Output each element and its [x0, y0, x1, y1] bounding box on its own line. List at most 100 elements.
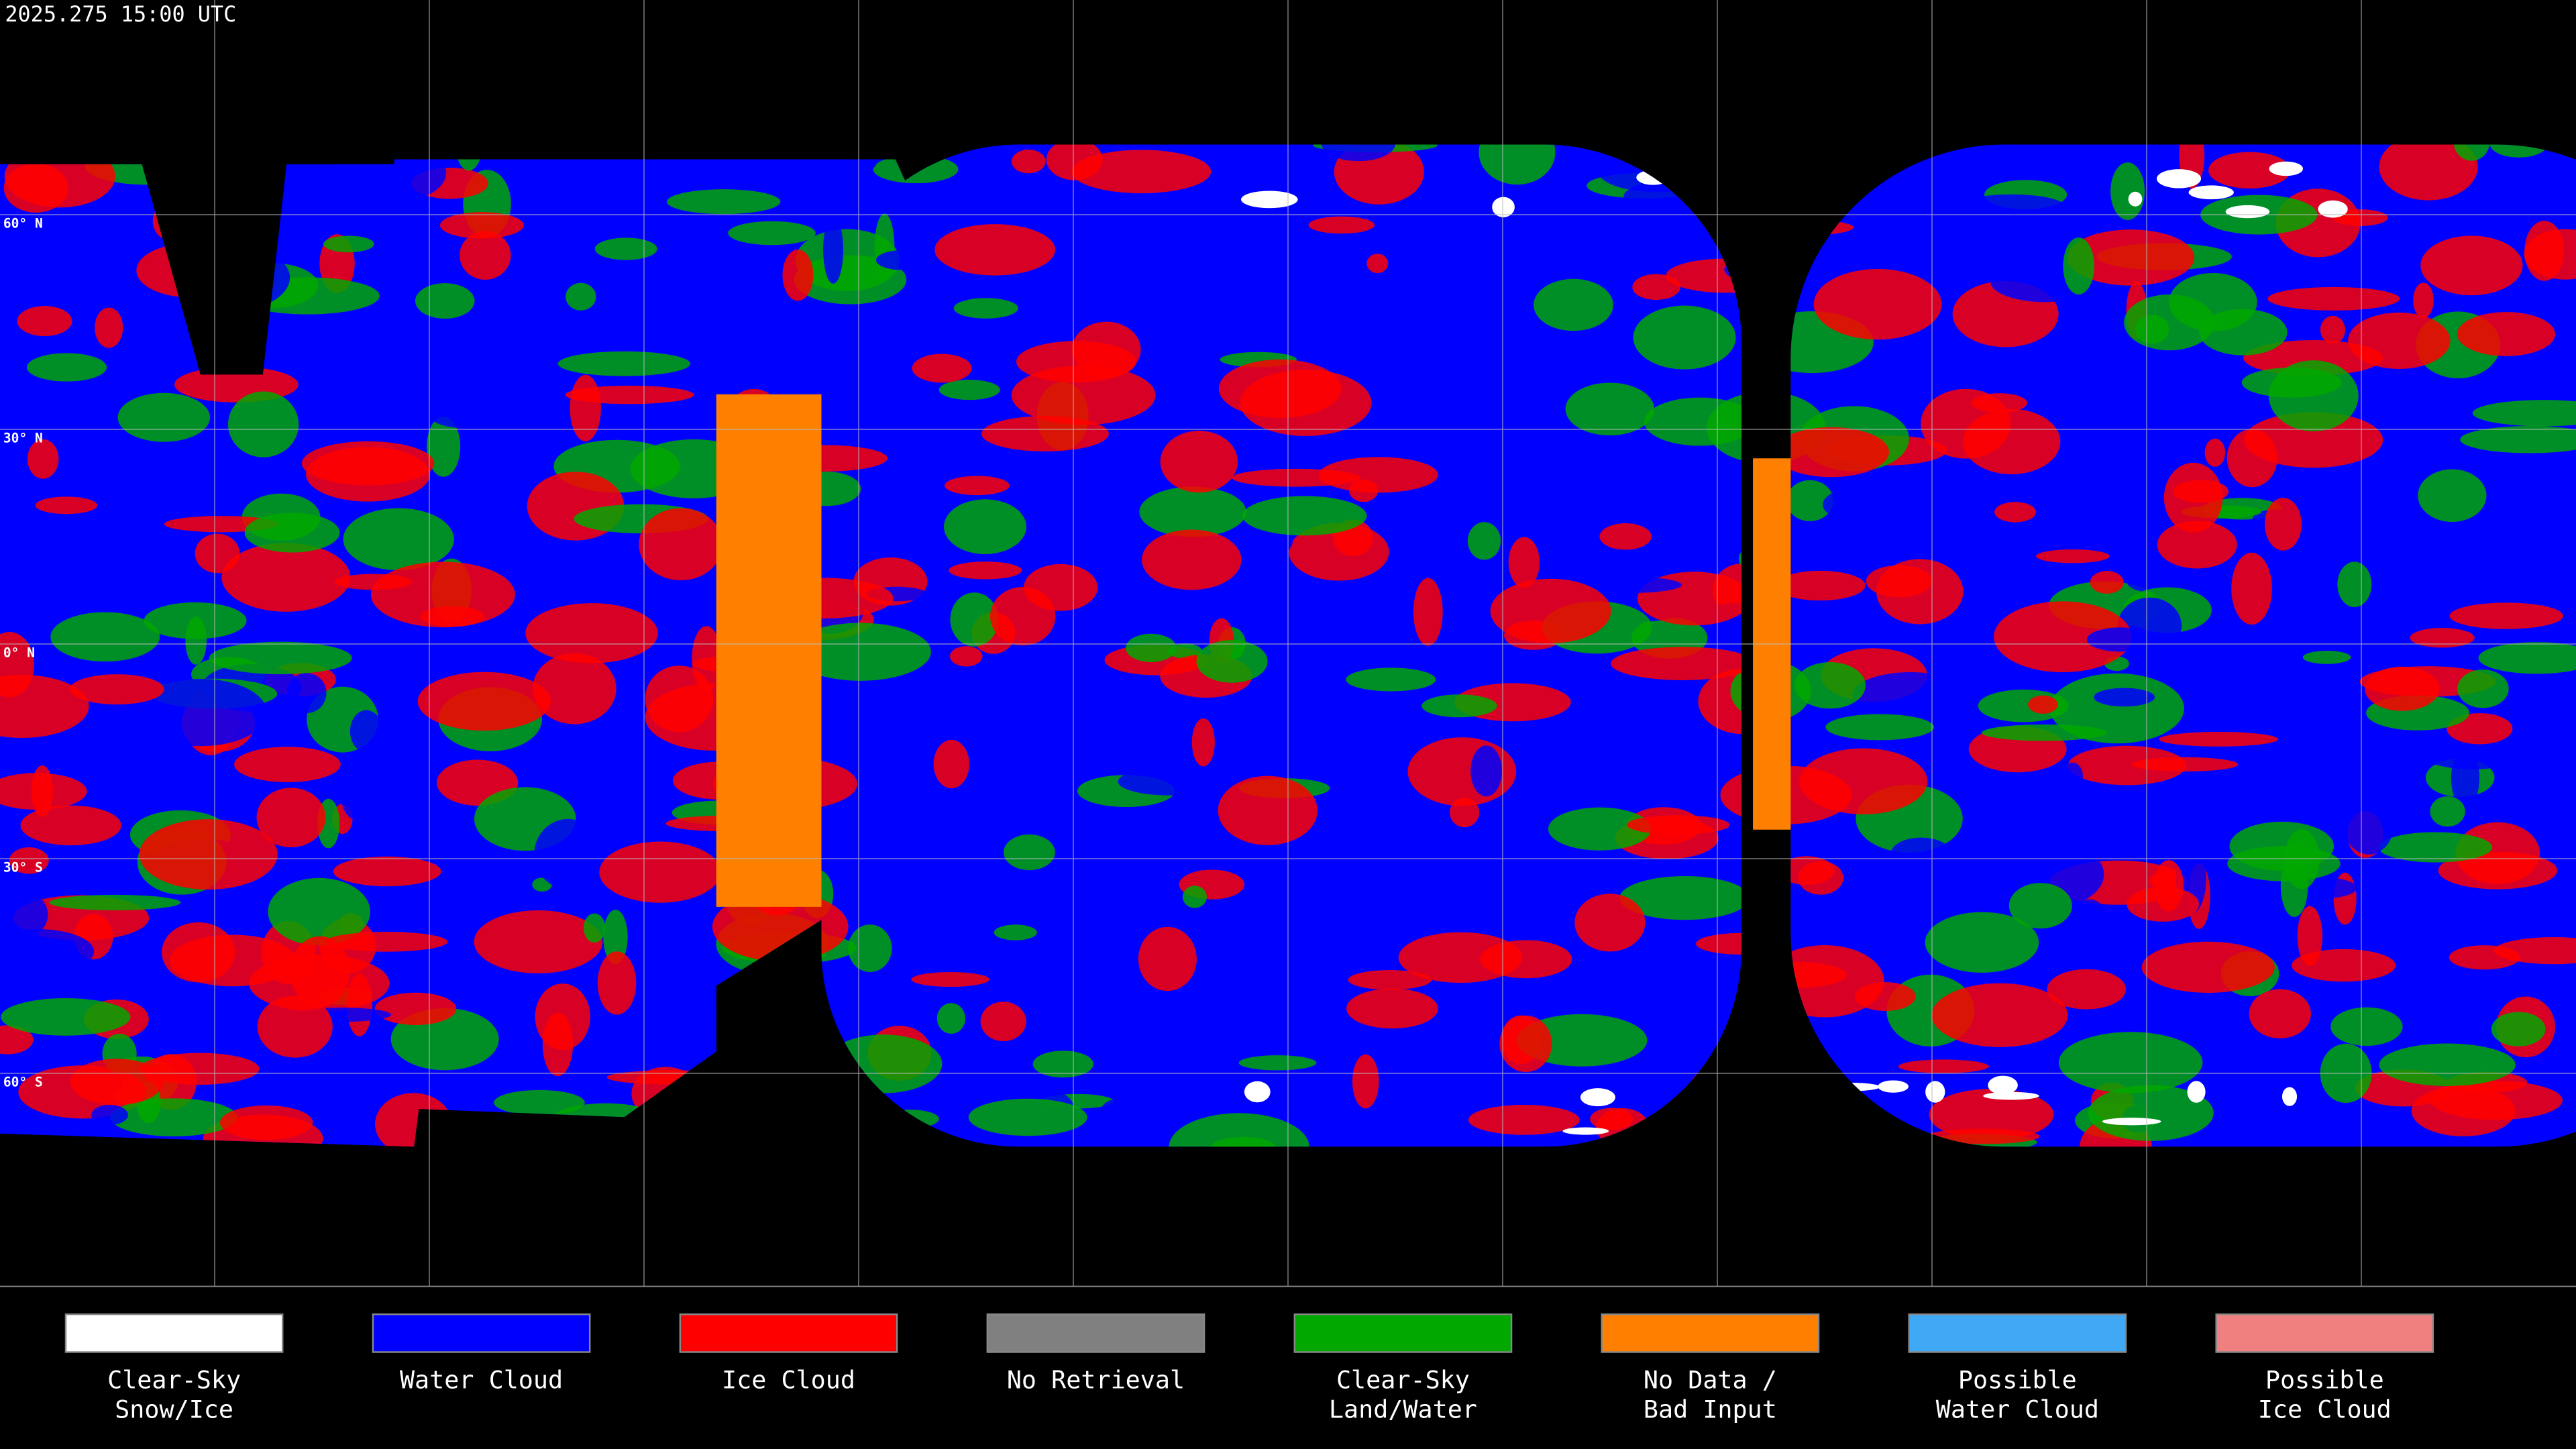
legend-swatch — [64, 1313, 284, 1353]
cloud-blob — [1925, 912, 2039, 973]
cloud-blob — [1126, 633, 1177, 662]
cloud-blob — [1994, 502, 2036, 523]
cloud-blob — [2063, 237, 2094, 294]
cloud-blob — [1929, 1089, 2054, 1140]
snow-blob — [1983, 1091, 2039, 1100]
legend-swatch — [679, 1313, 898, 1353]
cloud-blob — [2438, 851, 2558, 890]
legend-label: Land/Water — [1329, 1395, 1477, 1424]
cloud-blob — [2457, 312, 2556, 356]
cloud-blob — [1574, 894, 1646, 952]
snow-blob — [2156, 169, 2202, 189]
cloud-blob — [1346, 667, 1436, 692]
cloud-blob — [875, 250, 927, 270]
legend-label: Bad Input — [1644, 1395, 1777, 1424]
cloud-blob — [1854, 982, 1916, 1011]
cloud-blob — [1499, 1015, 1552, 1073]
legend-label: Ice Cloud — [2258, 1395, 2392, 1424]
cloud-blob — [1450, 843, 1593, 902]
cloud-blob — [1160, 431, 1238, 493]
cloud-blob — [2226, 429, 2277, 488]
cloud-blob — [2241, 367, 2342, 398]
cloud-blob — [2489, 144, 2548, 158]
cloud-blob — [2403, 890, 2491, 909]
cloud-blob — [583, 913, 606, 943]
cloud-blob — [1352, 1054, 1379, 1109]
cloud-blob — [2159, 731, 2279, 747]
cloud-blob — [1182, 885, 1207, 908]
cloud-blob — [1349, 479, 1379, 502]
cloud-blob — [1786, 480, 1833, 521]
legend-swatch — [1908, 1313, 2127, 1353]
cloud-blob — [2460, 426, 2576, 453]
snow-blob — [1241, 191, 1298, 209]
cloud-blob — [936, 1003, 965, 1034]
cloud-blob — [2343, 792, 2395, 855]
cloud-blob — [1578, 576, 1682, 593]
cloud-blob — [566, 282, 596, 311]
cloud-blob — [2172, 480, 2229, 503]
legend-label: No Data / — [1644, 1365, 1777, 1394]
snow-blob — [1580, 1088, 1615, 1107]
cloud-blob — [557, 351, 690, 376]
cloud-blob — [1168, 238, 1254, 302]
cloud-blob — [1238, 1055, 1317, 1071]
cloud-blob — [1413, 578, 1443, 646]
cloud-blob — [1852, 672, 1969, 718]
legend-label: Water Cloud — [1936, 1395, 2099, 1424]
cloud-blob — [980, 1002, 1026, 1042]
cloud-blob — [2477, 154, 2550, 191]
cloud-blob — [323, 235, 374, 253]
cloud-blob — [1957, 194, 2065, 218]
cloud-blob — [1599, 523, 1652, 550]
cloud-blob — [1590, 1108, 1633, 1130]
cloud-blob — [2330, 1007, 2403, 1046]
cloud-blob — [0, 674, 89, 739]
snow-blob — [2269, 161, 2304, 176]
cloud-blob — [286, 673, 327, 714]
cloud-blob — [427, 416, 461, 477]
cloud-blob — [494, 1089, 585, 1116]
cloud-blob — [0, 928, 95, 974]
cloud-blob — [9, 847, 49, 874]
cloud-blob — [2157, 521, 2237, 569]
cloud-blob — [823, 215, 844, 284]
cloud-blob — [139, 819, 278, 890]
cloud-blob — [2231, 552, 2272, 625]
cloud-blob — [1318, 457, 1438, 493]
latitude-label: 60° S — [3, 1075, 43, 1090]
cloud-blob — [2141, 941, 2275, 993]
cloud-blob — [2088, 1085, 2214, 1141]
cloud-blob — [1813, 268, 1942, 340]
cloud-blob — [1364, 693, 1398, 737]
cloud-blob — [1366, 254, 1389, 274]
cloud-blob — [2410, 628, 2475, 648]
cloud-blob — [1994, 601, 2132, 673]
cloud-blob — [938, 380, 1000, 400]
cloud-blob — [1626, 815, 1730, 835]
cloud-blob — [950, 646, 983, 667]
cloud-blob — [2449, 602, 2564, 629]
cloud-blob — [2208, 152, 2291, 189]
cloud-blob — [144, 602, 247, 639]
cloud-blob — [848, 924, 892, 972]
timestamp: 2025.275 15:00 UTC — [5, 1, 236, 27]
cloud-blob — [268, 877, 370, 946]
cloud-blob — [1242, 496, 1367, 536]
snow-blob — [1878, 1080, 1909, 1093]
cloud-blob — [1660, 466, 1716, 537]
cloud-blob — [2086, 627, 2153, 652]
cloud-blob — [2379, 144, 2478, 201]
cloud-blob — [91, 1105, 128, 1126]
snow-blob — [2187, 1081, 2206, 1103]
cloud-blob — [1565, 382, 1654, 436]
cloud-blob — [2058, 1032, 2203, 1093]
cloud-blob — [1470, 745, 1502, 797]
latitude-label: 30° S — [3, 860, 43, 875]
cloud-blob — [1308, 216, 1375, 234]
cloud-blob — [70, 1059, 164, 1106]
cloud-blob — [2110, 162, 2145, 220]
cloud-blob — [2049, 673, 2184, 744]
